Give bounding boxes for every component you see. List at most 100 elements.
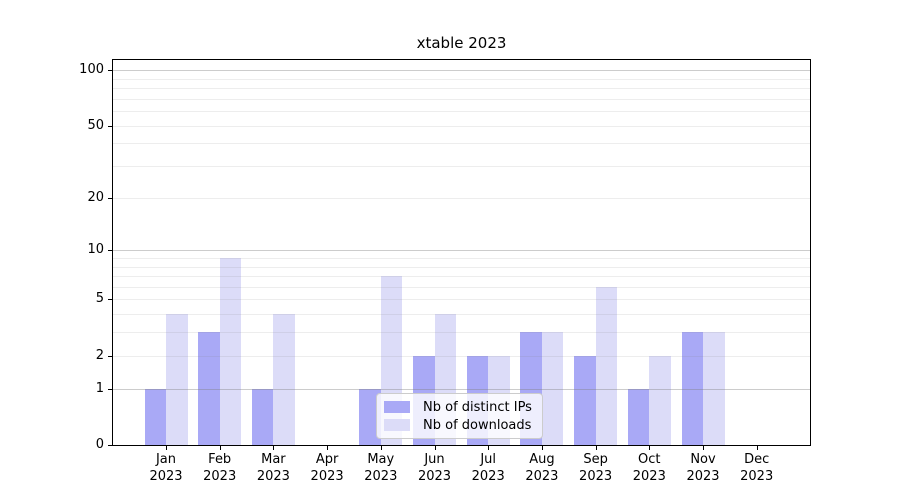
- bar-downloads-feb: [219, 258, 242, 445]
- x-tick-mark: [434, 445, 436, 450]
- legend-label: Nb of distinct IPs: [423, 399, 532, 415]
- bar-downloads-oct: [649, 355, 671, 445]
- bar-ips-may: [359, 388, 381, 445]
- x-tick-month: Mar: [261, 452, 286, 467]
- x-tick-mark: [327, 445, 329, 450]
- x-tick-mark: [541, 445, 543, 450]
- x-tick-label: Mar 2023: [246, 451, 300, 485]
- y-tick-label: 1: [95, 380, 104, 396]
- x-tick-month: Sep: [583, 452, 608, 467]
- x-tick-year: 2023: [310, 469, 344, 484]
- x-tick-month: Feb: [208, 452, 232, 467]
- x-tick-label: Apr 2023: [300, 451, 354, 485]
- x-tick-mark: [488, 445, 490, 450]
- x-tick-mark: [649, 445, 651, 450]
- x-tick-year: 2023: [740, 469, 774, 484]
- gridline-minor: [113, 276, 810, 278]
- x-tick-month: Jun: [424, 452, 445, 467]
- bar-downloads-aug: [541, 332, 564, 445]
- x-tick-year: 2023: [203, 469, 237, 484]
- x-tick-mark: [703, 445, 704, 450]
- x-tick-label: Jan 2023: [139, 451, 193, 485]
- y-tick-mark: [108, 197, 112, 199]
- legend-row: Nb of downloads: [384, 416, 532, 434]
- bar-downloads-jan: [166, 314, 188, 445]
- gridline-minor: [113, 266, 810, 268]
- legend-row: Nb of distinct IPs: [384, 398, 532, 416]
- gridline-minor: [113, 166, 810, 168]
- legend: Nb of distinct IPs Nb of downloads: [376, 393, 543, 439]
- x-tick-year: 2023: [471, 469, 505, 484]
- x-tick-label: Sep 2023: [569, 451, 623, 485]
- bar-ips-mar: [251, 388, 274, 445]
- x-tick-month: Oct: [638, 452, 661, 467]
- x-tick-year: 2023: [364, 469, 398, 484]
- x-tick-month: May: [367, 452, 395, 467]
- bar-downloads-sep: [595, 286, 618, 445]
- x-tick-month: Nov: [690, 452, 716, 467]
- gridline-major: [113, 70, 810, 72]
- bar-downloads-nov: [703, 332, 725, 445]
- x-tick-year: 2023: [632, 469, 666, 484]
- bar-ips-jan: [144, 388, 166, 445]
- gridline-minor: [113, 98, 810, 100]
- y-tick-mark: [108, 299, 112, 301]
- x-tick-label: Dec 2023: [730, 451, 784, 485]
- x-tick-mark: [595, 445, 597, 450]
- y-tick-mark: [108, 125, 112, 127]
- gridline-major: [113, 250, 810, 252]
- legend-swatch: [384, 401, 410, 413]
- plot-area: Nb of distinct IPs Nb of downloads 0 1 2 5 1…: [79, 59, 811, 484]
- gridline-minor: [113, 286, 810, 288]
- x-tick-mark: [380, 445, 382, 450]
- bar-ips-nov: [681, 332, 703, 445]
- x-tick-label: Jun 2023: [408, 451, 462, 485]
- bar-ips-oct: [627, 388, 650, 445]
- y-tick-label: 20: [87, 189, 104, 205]
- legend-swatch: [384, 419, 410, 431]
- bar-downloads-mar: [273, 314, 295, 445]
- y-tick-label: 2: [95, 347, 104, 363]
- x-tick-mark: [166, 445, 167, 450]
- x-tick-label: Jul 2023: [461, 451, 515, 485]
- x-tick-month: Apr: [315, 452, 339, 467]
- gridline-minor: [113, 314, 810, 316]
- y-tick-label: 5: [95, 291, 104, 307]
- chart-title: xtable 2023: [416, 34, 507, 52]
- gridline-minor: [113, 258, 810, 259]
- gridline-minor: [113, 78, 810, 80]
- gridline-minor: [113, 125, 810, 127]
- gridline-minor: [113, 111, 810, 113]
- y-tick-label: 10: [87, 242, 104, 258]
- y-tick-mark: [108, 388, 112, 390]
- x-tick-year: 2023: [686, 469, 720, 484]
- x-tick-mark: [273, 445, 275, 450]
- x-tick-month: Jul: [480, 452, 497, 467]
- x-tick-label: Oct 2023: [622, 451, 676, 485]
- y-tick-mark: [108, 250, 112, 252]
- y-tick-label: 100: [79, 62, 104, 78]
- gridline-minor: [113, 143, 810, 145]
- gridline-minor: [113, 197, 810, 199]
- bar-ips-sep: [574, 355, 596, 445]
- x-tick-year: 2023: [525, 469, 559, 484]
- x-tick-year: 2023: [256, 469, 290, 484]
- y-tick-label: 50: [87, 117, 104, 133]
- x-tick-month: Aug: [529, 452, 555, 467]
- x-tick-label: Aug 2023: [515, 451, 569, 485]
- x-tick-mark: [756, 445, 758, 450]
- x-tick-label: May 2023: [354, 451, 408, 485]
- y-tick-mark: [108, 445, 112, 446]
- legend-label: Nb of downloads: [423, 417, 532, 433]
- gridline-minor: [113, 299, 810, 301]
- x-tick-label: Nov 2023: [676, 451, 730, 485]
- x-tick-year: 2023: [417, 469, 452, 484]
- y-tick-mark: [108, 355, 112, 357]
- y-tick-mark: [108, 70, 112, 72]
- x-tick-year: 2023: [149, 469, 183, 484]
- x-tick-year: 2023: [579, 469, 613, 484]
- x-tick-month: Dec: [744, 452, 770, 467]
- y-tick-label: 0: [95, 437, 104, 453]
- x-tick-label: Feb 2023: [193, 451, 247, 485]
